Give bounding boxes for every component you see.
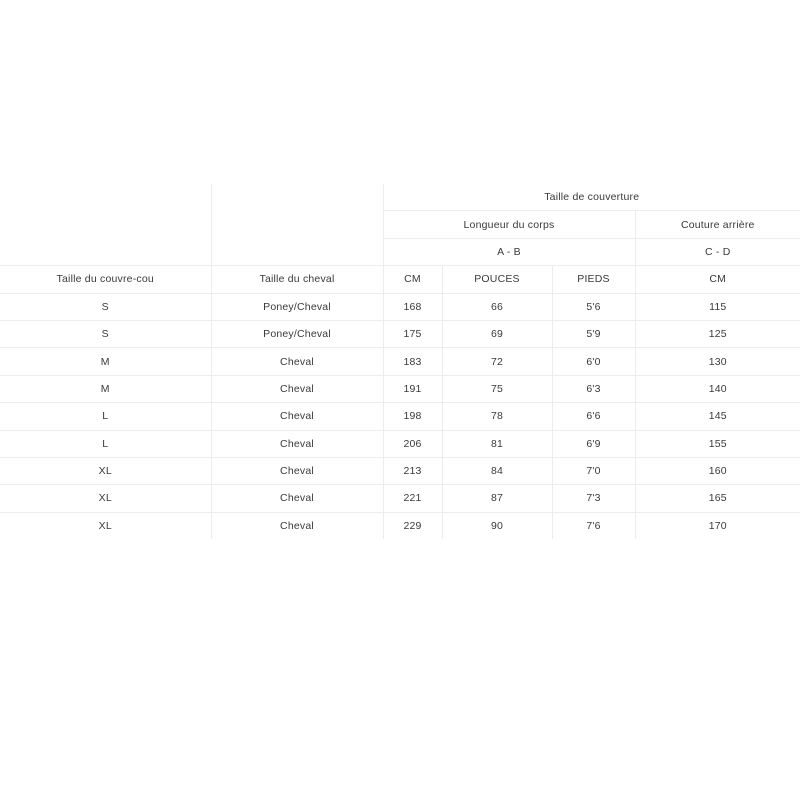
cell-back-seam-cm: 145 <box>635 402 800 431</box>
header-blanket-size: Taille de couverture <box>383 184 800 212</box>
cell-length-feet: 6'0 <box>552 347 636 376</box>
header-measure-cd: C - D <box>635 238 800 267</box>
header-row-measure: A - B C - D <box>0 238 800 267</box>
cell-length-feet: 7'0 <box>552 457 636 486</box>
cell-back-seam-cm: 140 <box>635 375 800 404</box>
column-header-back-cm: CM <box>635 265 800 294</box>
table-row: S Poney/Cheval 168 66 5'6 115 <box>0 293 800 321</box>
cell-length-feet: 5'6 <box>552 293 636 321</box>
header-back-seam: Couture arrière <box>635 210 800 239</box>
cell-length-inches: 84 <box>442 457 553 486</box>
table-row: M Cheval 191 75 6'3 140 <box>0 375 800 404</box>
table-row: M Cheval 183 72 6'0 130 <box>0 347 800 376</box>
cell-neck-cover-size: M <box>0 375 212 404</box>
cell-neck-cover-size: M <box>0 347 212 376</box>
cell-neck-cover-size: S <box>0 320 212 349</box>
cell-neck-cover-size: XL <box>0 484 212 513</box>
cell-length-cm: 198 <box>383 402 443 431</box>
cell-length-inches: 69 <box>442 320 553 349</box>
cell-length-inches: 66 <box>442 293 553 321</box>
cell-horse-size: Cheval <box>211 457 384 486</box>
header-blank-cell <box>0 184 212 211</box>
size-chart-table: Taille de couverture Longueur du corps C… <box>0 184 800 540</box>
header-blank-cell <box>0 210 212 239</box>
cell-length-feet: 7'3 <box>552 484 636 513</box>
cell-back-seam-cm: 160 <box>635 457 800 486</box>
table-row: XL Cheval 229 90 7'6 170 <box>0 512 800 540</box>
cell-length-inches: 90 <box>442 512 553 540</box>
cell-back-seam-cm: 130 <box>635 347 800 376</box>
column-header-neck-cover-size: Taille du couvre-cou <box>0 265 212 294</box>
cell-horse-size: Cheval <box>211 402 384 431</box>
cell-horse-size: Cheval <box>211 430 384 458</box>
table-row: L Cheval 206 81 6'9 155 <box>0 430 800 458</box>
cell-horse-size: Poney/Cheval <box>211 293 384 321</box>
cell-neck-cover-size: XL <box>0 512 212 540</box>
cell-length-cm: 183 <box>383 347 443 376</box>
table-row: L Cheval 198 78 6'6 145 <box>0 402 800 431</box>
cell-horse-size: Cheval <box>211 484 384 513</box>
header-blank-cell <box>211 184 384 267</box>
cell-length-feet: 7'6 <box>552 512 636 540</box>
header-measure-ab: A - B <box>383 238 636 267</box>
header-row-columns: Taille du couvre-cou Taille du cheval CM… <box>0 265 800 294</box>
cell-back-seam-cm: 165 <box>635 484 800 513</box>
column-header-feet: PIEDS <box>552 265 636 294</box>
cell-neck-cover-size: L <box>0 402 212 431</box>
cell-length-cm: 175 <box>383 320 443 349</box>
cell-length-cm: 213 <box>383 457 443 486</box>
header-blank-cell <box>0 238 212 267</box>
header-body-length: Longueur du corps <box>383 210 636 239</box>
cell-length-cm: 221 <box>383 484 443 513</box>
table-row: S Poney/Cheval 175 69 5'9 125 <box>0 320 800 349</box>
cell-back-seam-cm: 155 <box>635 430 800 458</box>
cell-back-seam-cm: 125 <box>635 320 800 349</box>
cell-horse-size: Cheval <box>211 347 384 376</box>
table-row: XL Cheval 213 84 7'0 160 <box>0 457 800 486</box>
cell-length-cm: 168 <box>383 293 443 321</box>
cell-back-seam-cm: 115 <box>635 293 800 321</box>
column-header-inches: POUCES <box>442 265 553 294</box>
cell-length-inches: 81 <box>442 430 553 458</box>
cell-length-cm: 229 <box>383 512 443 540</box>
cell-length-inches: 75 <box>442 375 553 404</box>
cell-neck-cover-size: S <box>0 293 212 321</box>
table-row: XL Cheval 221 87 7'3 165 <box>0 484 800 513</box>
cell-length-feet: 6'3 <box>552 375 636 404</box>
cell-length-inches: 72 <box>442 347 553 376</box>
cell-length-feet: 5'9 <box>552 320 636 349</box>
column-header-horse-size: Taille du cheval <box>211 265 384 294</box>
cell-neck-cover-size: L <box>0 430 212 458</box>
cell-horse-size: Cheval <box>211 512 384 540</box>
header-row-group: Taille de couverture <box>0 184 800 267</box>
cell-back-seam-cm: 170 <box>708 519 727 532</box>
cell-length-cm: 206 <box>383 430 443 458</box>
cell-neck-cover-size: XL <box>0 457 212 486</box>
cell-horse-size: Cheval <box>211 375 384 404</box>
header-row-sub: Longueur du corps Couture arrière <box>0 210 800 239</box>
cell-length-cm: 191 <box>383 375 443 404</box>
cell-length-inches: 78 <box>442 402 553 431</box>
cell-length-inches: 87 <box>442 484 553 513</box>
cell-length-feet: 6'6 <box>552 402 636 431</box>
cell-length-feet: 6'9 <box>552 430 636 458</box>
cell-horse-size: Poney/Cheval <box>211 320 384 349</box>
column-header-cm: CM <box>383 265 443 294</box>
